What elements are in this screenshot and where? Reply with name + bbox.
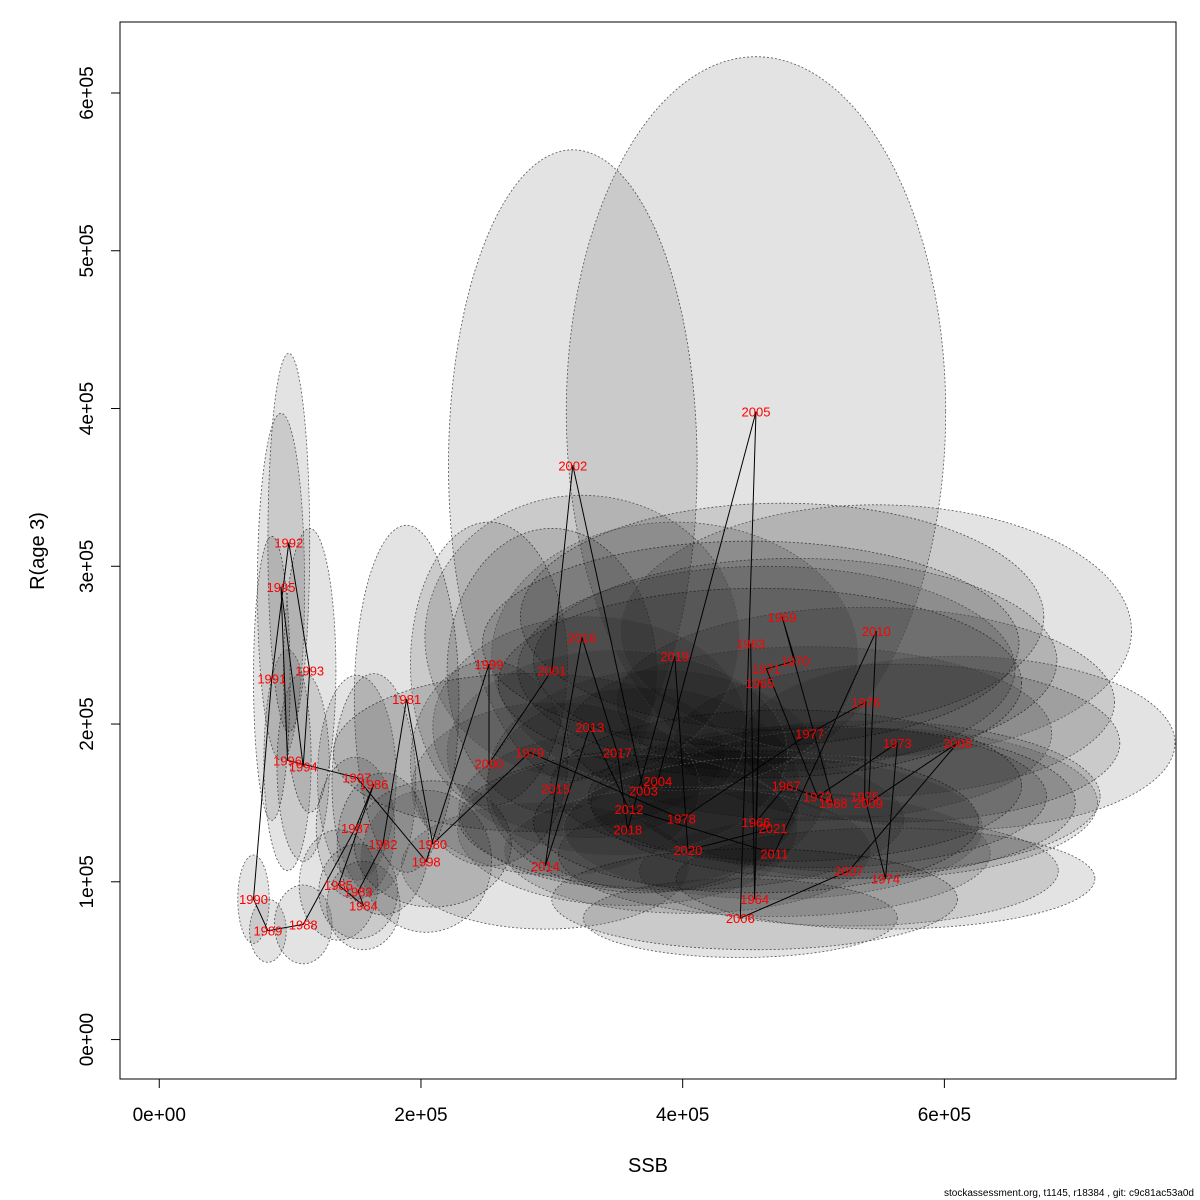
year-label-2015: 2015: [541, 782, 570, 797]
year-label-1998: 1998: [412, 854, 441, 869]
year-label-1970: 1970: [781, 654, 810, 669]
year-label-1965: 1965: [745, 676, 774, 691]
year-label-1988: 1988: [289, 917, 318, 932]
y-axis: 0e+00 1e+05 2e+05 3e+05 4e+05 5e+05 6e+05: [77, 66, 121, 1066]
y-axis-title: R(age 3): [27, 512, 49, 590]
year-label-2002: 2002: [558, 458, 587, 473]
year-label-2004: 2004: [643, 774, 672, 789]
y-tick-label-6e-05: 6e+05: [77, 66, 98, 119]
year-label-1991: 1991: [257, 671, 286, 686]
year-label-2003: 2003: [629, 783, 658, 798]
year-label-2018: 2018: [613, 823, 642, 838]
year-label-1986: 1986: [359, 777, 388, 792]
year-label-2014: 2014: [531, 859, 560, 874]
year-label-2019: 2019: [660, 649, 689, 664]
year-label-1981: 1981: [392, 692, 421, 707]
y-tick-label-2e-05: 2e+05: [77, 697, 98, 750]
y-tick-label-3e-05: 3e+05: [77, 540, 98, 593]
year-label-2000: 2000: [475, 757, 504, 772]
year-label-2001: 2001: [537, 663, 566, 678]
year-label-2005: 2005: [742, 405, 771, 420]
year-label-1992: 1992: [274, 536, 303, 551]
year-label-1963: 1963: [736, 637, 765, 652]
year-label-2010: 2010: [862, 624, 891, 639]
year-label-1966: 1966: [742, 815, 771, 830]
year-label-1997: 1997: [342, 771, 371, 786]
year-label-1977: 1977: [795, 727, 824, 742]
y-tick-label-0e-00: 0e+00: [77, 1013, 98, 1066]
year-label-2016: 2016: [567, 630, 596, 645]
year-label-1985: 1985: [324, 878, 353, 893]
year-label-1983: 1983: [344, 884, 373, 899]
year-label-1999: 1999: [475, 657, 504, 672]
x-tick-label-6e-05: 6e+05: [918, 1105, 971, 1126]
year-label-1989: 1989: [253, 924, 282, 939]
year-label-1980: 1980: [418, 837, 447, 852]
year-label-1968: 1968: [819, 796, 848, 811]
year-label-2020: 2020: [673, 843, 702, 858]
year-label-1993: 1993: [295, 663, 324, 678]
year-label-1978: 1978: [667, 812, 696, 827]
year-label-2012: 2012: [615, 802, 644, 817]
year-label-1987: 1987: [341, 821, 370, 836]
year-label-2008: 2008: [943, 736, 972, 751]
y-tick-label-1e-05: 1e+05: [77, 855, 98, 908]
year-label-1964: 1964: [740, 892, 769, 907]
year-label-1984: 1984: [349, 899, 378, 914]
year-label-1979: 1979: [515, 745, 544, 760]
year-label-1994: 1994: [289, 760, 318, 775]
year-label-2011: 2011: [760, 846, 788, 861]
year-label-1976: 1976: [851, 695, 880, 710]
year-label-1982: 1982: [369, 837, 398, 852]
year-label-1974: 1974: [871, 872, 900, 887]
year-label-1967: 1967: [772, 779, 801, 794]
year-label-2013: 2013: [575, 720, 604, 735]
year-label-1995: 1995: [267, 580, 296, 595]
trajectory-line: [252, 411, 958, 932]
year-label-1975: 1975: [850, 790, 879, 805]
x-tick-label-4e-05: 4e+05: [656, 1105, 709, 1126]
year-label-2007: 2007: [834, 864, 863, 879]
x-axis-title: SSB: [628, 1155, 668, 1177]
footer-text: stockassessment.org, t1145, r18384 , git…: [944, 1188, 1194, 1199]
year-label-1969: 1969: [768, 610, 797, 625]
y-tick-label-4e-05: 4e+05: [77, 382, 98, 435]
x-axis: 0e+00 2e+05 4e+05 6e+05: [133, 1078, 971, 1126]
y-tick-label-5e-05: 5e+05: [77, 224, 98, 277]
year-label-1990: 1990: [239, 892, 268, 907]
x-tick-label-0e-00: 0e+00: [133, 1105, 186, 1126]
year-label-2006: 2006: [726, 911, 755, 926]
year-label-2017: 2017: [603, 745, 632, 760]
year-label-1972: 1972: [803, 790, 832, 805]
year-label-1996: 1996: [273, 753, 302, 768]
year-label-2009: 2009: [854, 796, 883, 811]
year-label-1973: 1973: [883, 736, 912, 751]
year-label-2021: 2021: [759, 821, 788, 836]
x-tick-label-2e-05: 2e+05: [394, 1105, 447, 1126]
year-label-1971: 1971: [752, 662, 781, 677]
